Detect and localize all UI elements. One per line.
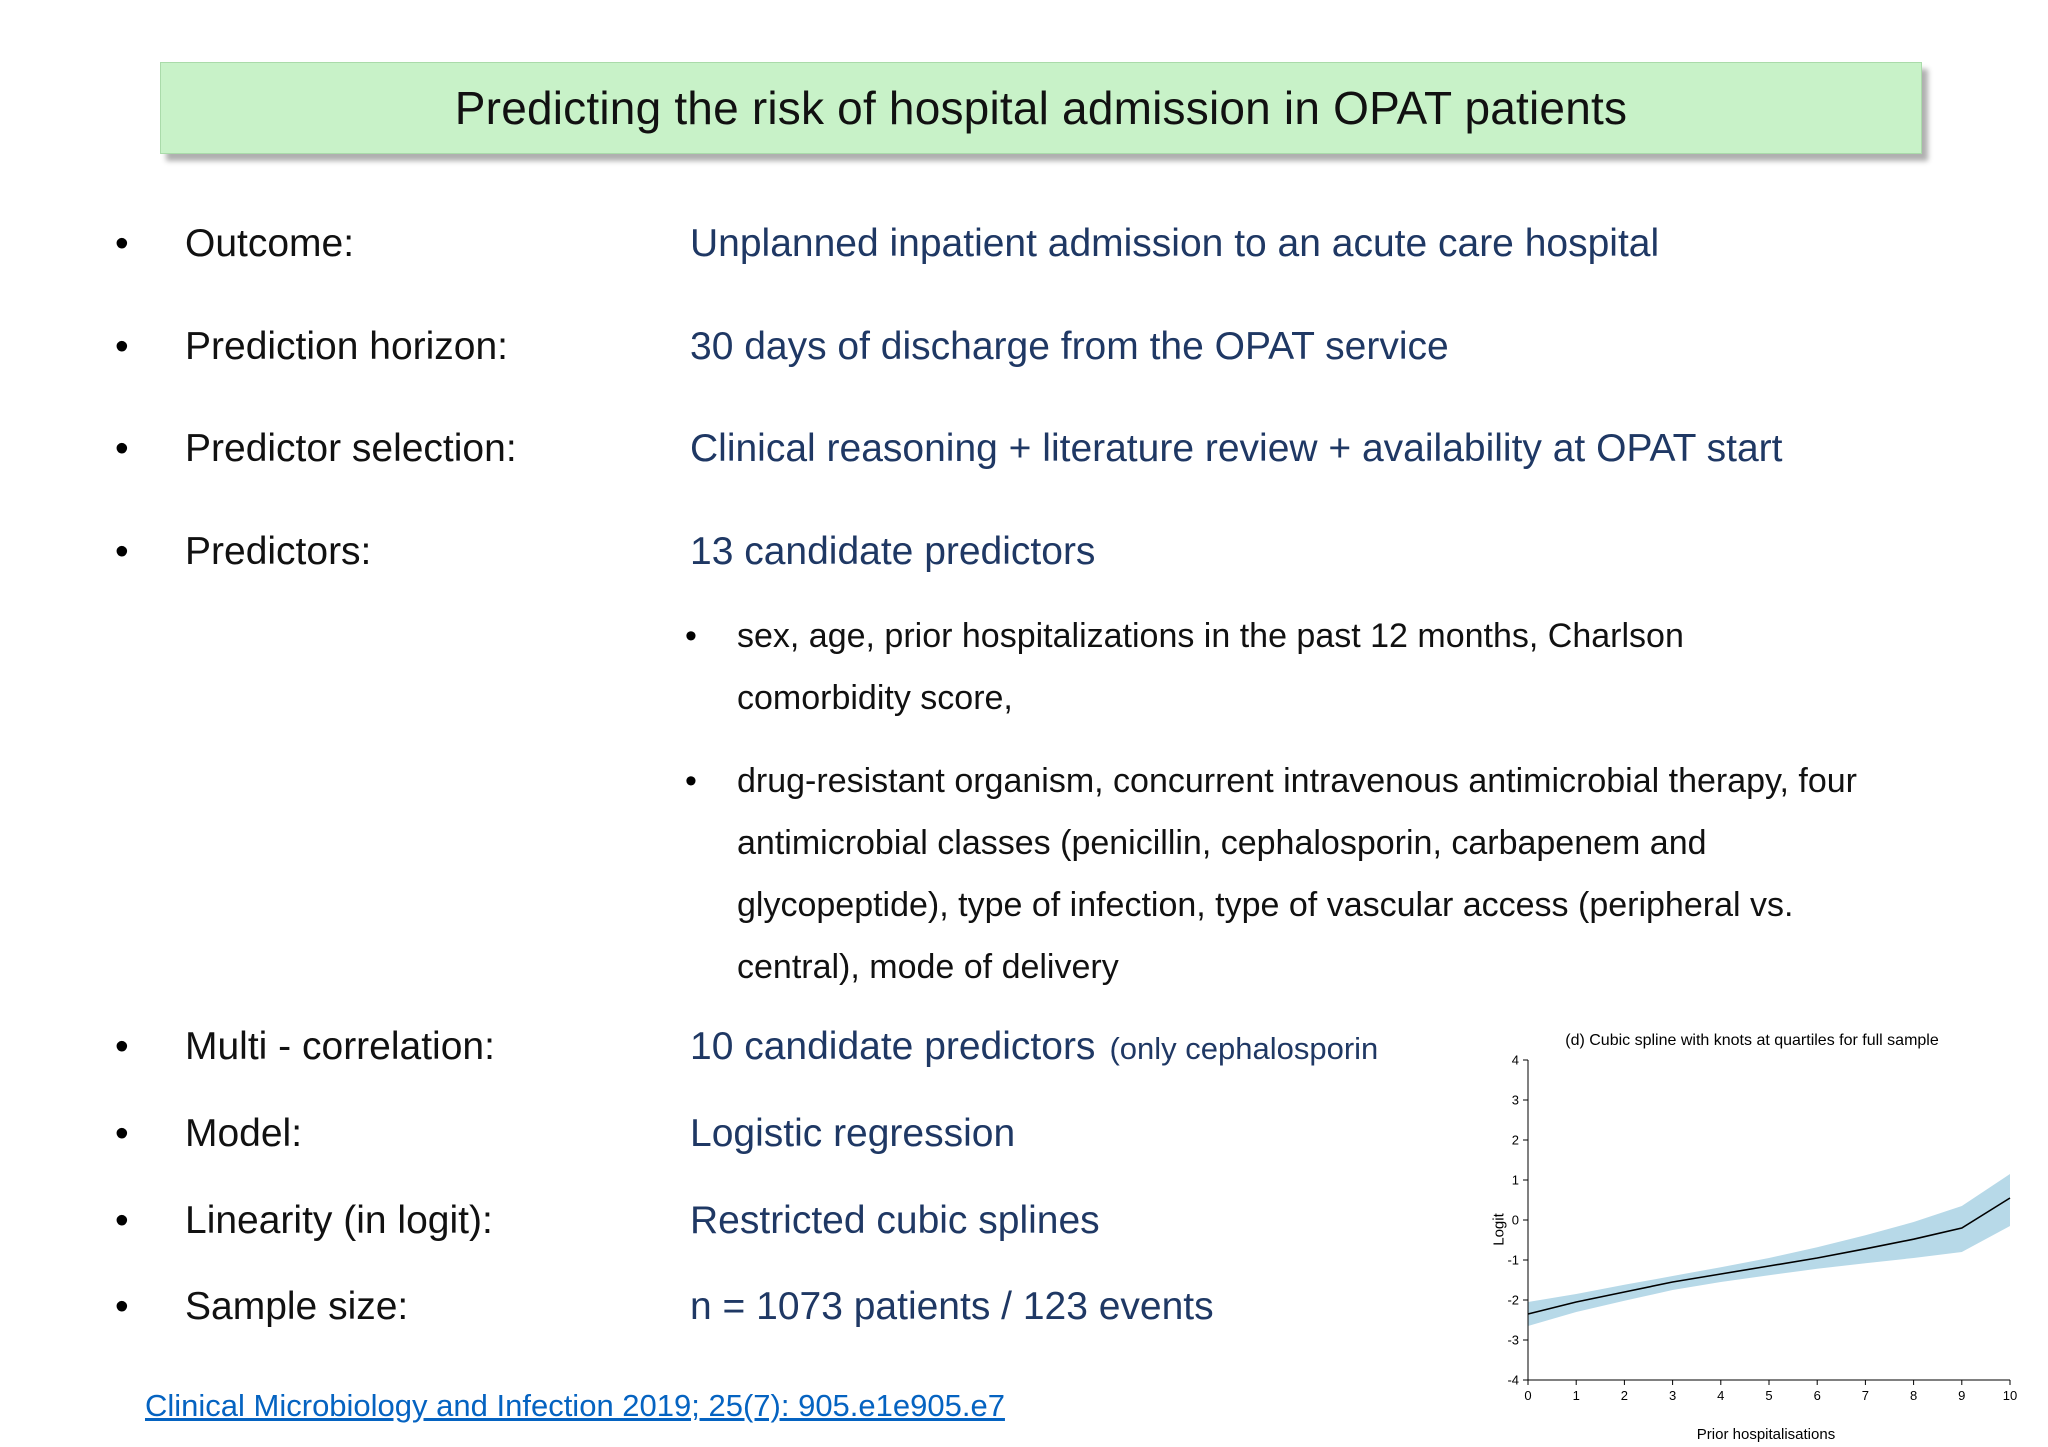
bullet-label: Linearity (in logit):	[185, 1199, 493, 1242]
bullet-row-sample-size: • Sample size: n = 1073 patients / 123 e…	[115, 1285, 1214, 1329]
bullet-value: Logistic regression	[690, 1112, 1016, 1155]
chart-title: (d) Cubic spline with knots at quartiles…	[1565, 1032, 1939, 1049]
bullet-value: Unplanned inpatient admission to an acut…	[690, 222, 1660, 265]
svg-text:8: 8	[1910, 1388, 1917, 1403]
svg-text:6: 6	[1814, 1388, 1821, 1403]
bullet-marker: •	[115, 427, 129, 470]
svg-text:2: 2	[1512, 1133, 1519, 1148]
svg-text:1: 1	[1512, 1173, 1519, 1188]
chart-x-axis-label: Prior hospitalisations	[1696, 1426, 1836, 1443]
bullet-value: 30 days of discharge from the OPAT servi…	[690, 325, 1449, 368]
bullet-marker: •	[685, 617, 697, 655]
slide-title: Predicting the risk of hospital admissio…	[454, 82, 1628, 134]
svg-text:0: 0	[1524, 1388, 1531, 1403]
sub-bullet-row-clinical: • drug-resistant organism, concurrent in…	[685, 750, 1857, 998]
sub-bullet-text: drug-resistant organism, concurrent intr…	[737, 762, 1858, 986]
slide-title-bar: Predicting the risk of hospital admissio…	[160, 62, 1922, 154]
sub-bullet-row-demographics: • sex, age, prior hospitalizations in th…	[685, 605, 1857, 729]
svg-text:-2: -2	[1507, 1293, 1519, 1308]
svg-text:-1: -1	[1507, 1253, 1519, 1268]
bullet-marker: •	[685, 762, 697, 800]
bullet-marker: •	[115, 1199, 129, 1242]
bullet-label: Outcome:	[185, 222, 355, 265]
bullet-marker: •	[115, 1285, 129, 1328]
svg-text:1: 1	[1573, 1388, 1580, 1403]
svg-text:3: 3	[1512, 1093, 1519, 1108]
bullet-note: (only cephalosporin	[1109, 1031, 1379, 1066]
bullet-marker: •	[115, 325, 129, 368]
svg-text:-4: -4	[1507, 1373, 1519, 1388]
bullet-value: Clinical reasoning + literature review +…	[690, 427, 1783, 470]
cubic-spline-chart: (d) Cubic spline with knots at quartiles…	[1476, 1026, 2028, 1447]
bullet-label: Sample size:	[185, 1285, 409, 1328]
bullet-row-predictor-selection: • Predictor selection: Clinical reasonin…	[115, 427, 1782, 471]
bullet-row-linearity: • Linearity (in logit): Restricted cubic…	[115, 1199, 1100, 1243]
bullet-row-prediction-horizon: • Prediction horizon: 30 days of dischar…	[115, 325, 1449, 369]
svg-text:7: 7	[1862, 1388, 1869, 1403]
bullet-row-outcome: • Outcome: Unplanned inpatient admission…	[115, 222, 1659, 266]
bullet-label: Multi - correlation:	[185, 1025, 495, 1068]
bullet-marker: •	[115, 530, 129, 573]
bullet-marker: •	[115, 1112, 129, 1155]
bullet-value: n = 1073 patients / 123 events	[690, 1285, 1214, 1328]
bullet-marker: •	[115, 1025, 129, 1068]
bullet-label: Model:	[185, 1112, 303, 1155]
bullet-label: Prediction horizon:	[185, 325, 509, 368]
svg-text:3: 3	[1669, 1388, 1676, 1403]
svg-text:-3: -3	[1507, 1333, 1519, 1348]
bullet-label: Predictor selection:	[185, 427, 517, 470]
svg-text:10: 10	[2003, 1388, 2017, 1403]
bullet-row-model: • Model: Logistic regression	[115, 1112, 1015, 1156]
bullet-marker: •	[115, 222, 129, 265]
svg-text:4: 4	[1717, 1388, 1724, 1403]
svg-text:5: 5	[1765, 1388, 1772, 1403]
bullet-row-multi-correlation: • Multi - correlation: 10 candidate pred…	[115, 1025, 1378, 1069]
bullet-row-predictors: • Predictors: 13 candidate predictors	[115, 530, 1095, 574]
bullet-value: 13 candidate predictors	[690, 530, 1096, 573]
sub-bullet-text: sex, age, prior hospitalizations in the …	[737, 617, 1684, 717]
svg-text:9: 9	[1958, 1388, 1965, 1403]
bullet-label: Predictors:	[185, 530, 372, 573]
bullet-value: 10 candidate predictors	[690, 1025, 1096, 1068]
svg-text:0: 0	[1512, 1213, 1519, 1228]
chart-plot-area: -4 -3 -2 -1 0 1 2 3 4 0 1 2 3 4 5 6 7 8 9 10	[1507, 1054, 2017, 1403]
citation-link[interactable]: Clinical Microbiology and Infection 2019…	[145, 1388, 1005, 1423]
svg-text:2: 2	[1621, 1388, 1628, 1403]
bullet-value: Restricted cubic splines	[690, 1199, 1100, 1242]
svg-text:4: 4	[1512, 1054, 1519, 1068]
